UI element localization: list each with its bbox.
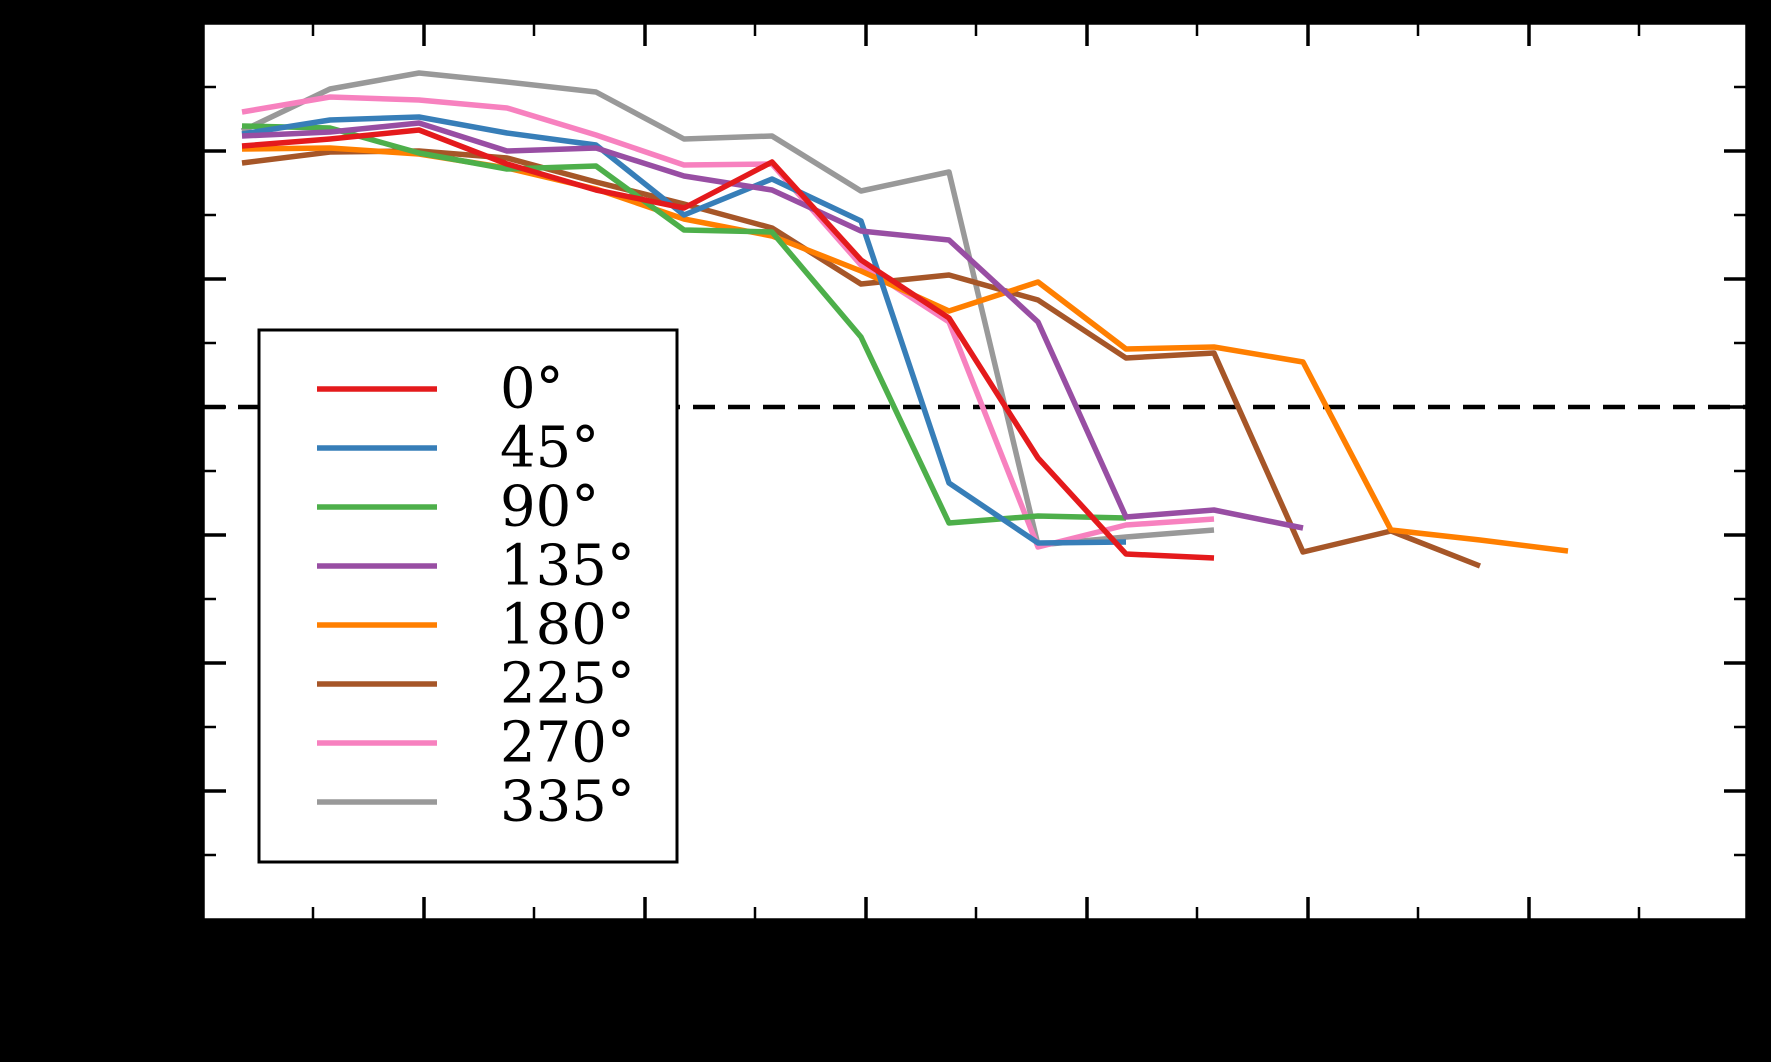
- series-line-90°: [241, 123, 1127, 526]
- legend-row-7: 335°: [317, 770, 635, 835]
- legend-row-2: 90°: [317, 475, 599, 540]
- legend-label-5: 225°: [500, 652, 635, 717]
- legend-label-4: 180°: [500, 593, 635, 658]
- legend-label-1: 45°: [500, 416, 599, 481]
- series-line-225°: [241, 148, 1482, 569]
- legend-label-2: 90°: [500, 475, 599, 540]
- legend-row-4: 180°: [317, 593, 635, 658]
- legend-row-0: 0°: [317, 357, 564, 422]
- legend-label-6: 270°: [500, 711, 635, 776]
- series-line-45°: [241, 114, 1127, 546]
- legend-row-6: 270°: [317, 711, 635, 776]
- legend: 0°45°90°135°180°225°270°335°: [257, 328, 679, 864]
- legend-row-5: 225°: [317, 652, 635, 717]
- legend-label-0: 0°: [500, 357, 564, 422]
- series-line-0°: [241, 127, 1215, 561]
- legend-label-3: 135°: [500, 534, 635, 599]
- legend-label-7: 335°: [500, 770, 635, 835]
- legend-box: [257, 328, 679, 864]
- legend-row-1: 45°: [317, 416, 599, 481]
- legend-row-3: 135°: [317, 534, 635, 599]
- series-line-135°: [241, 120, 1304, 531]
